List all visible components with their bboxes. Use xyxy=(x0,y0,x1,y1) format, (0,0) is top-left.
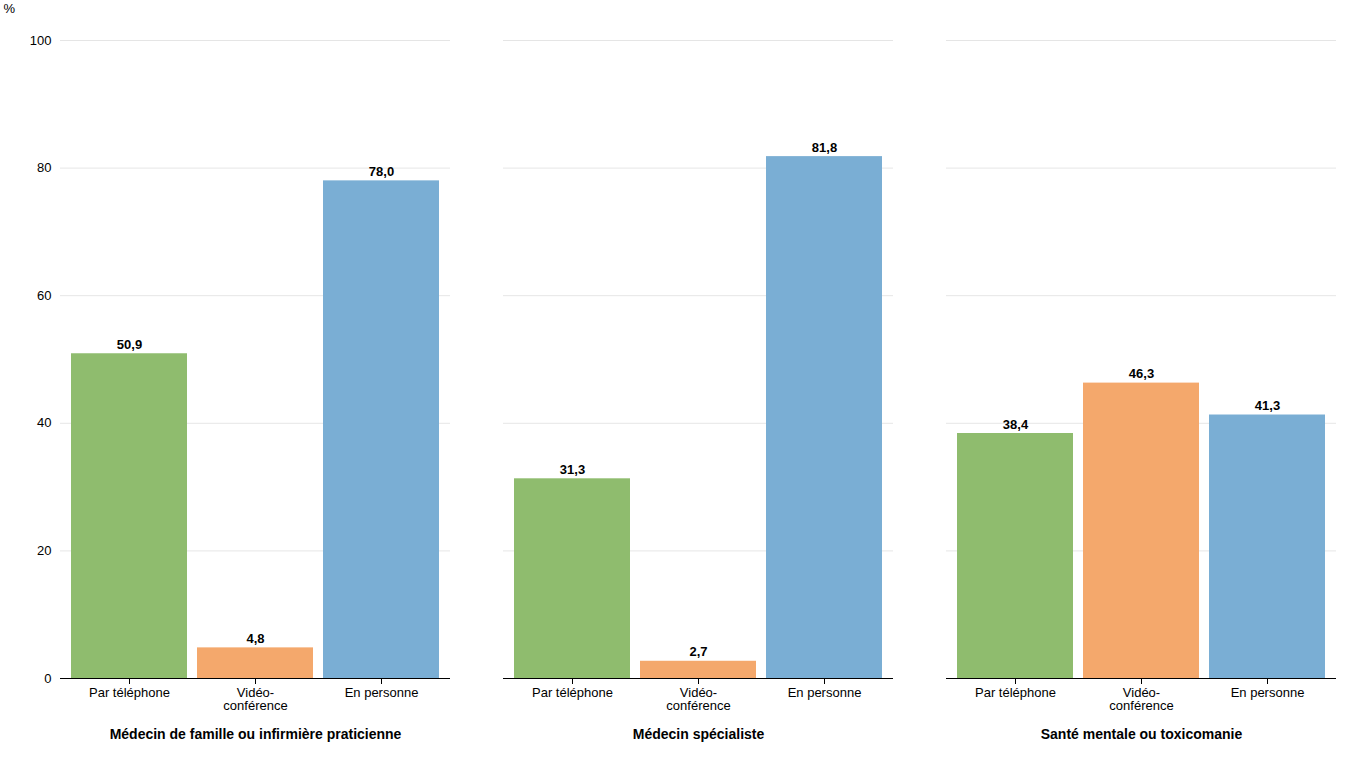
svg-text:4,8: 4,8 xyxy=(246,631,264,646)
svg-text:100: 100 xyxy=(30,33,52,48)
svg-text:Vidéo-conférence: Vidéo-conférence xyxy=(666,685,730,713)
svg-text:80: 80 xyxy=(37,160,51,175)
svg-text:50,9: 50,9 xyxy=(117,337,142,352)
svg-text:%: % xyxy=(4,1,16,16)
svg-text:31,3: 31,3 xyxy=(560,462,585,477)
svg-text:20: 20 xyxy=(37,543,51,558)
svg-text:En personne: En personne xyxy=(1231,685,1305,700)
svg-text:41,3: 41,3 xyxy=(1255,398,1280,413)
svg-text:Vidéo-conférence: Vidéo-conférence xyxy=(223,685,287,713)
svg-text:Santé mentale ou toxicomanie: Santé mentale ou toxicomanie xyxy=(1041,726,1243,742)
svg-text:0: 0 xyxy=(44,671,51,686)
svg-text:Par téléphone: Par téléphone xyxy=(975,685,1056,700)
svg-text:Médecin spécialiste: Médecin spécialiste xyxy=(633,726,765,742)
svg-text:Par téléphone: Par téléphone xyxy=(532,685,613,700)
svg-text:46,3: 46,3 xyxy=(1129,366,1154,381)
svg-text:En personne: En personne xyxy=(788,685,862,700)
svg-text:40: 40 xyxy=(37,415,51,430)
svg-text:81,8: 81,8 xyxy=(812,140,837,155)
svg-text:En personne: En personne xyxy=(345,685,419,700)
svg-text:78,0: 78,0 xyxy=(369,164,394,179)
svg-text:Vidéo-conférence: Vidéo-conférence xyxy=(1109,685,1173,713)
svg-text:Médecin de famille ou infirmiè: Médecin de famille ou infirmière pratici… xyxy=(110,726,402,742)
svg-text:Par téléphone: Par téléphone xyxy=(89,685,170,700)
svg-text:38,4: 38,4 xyxy=(1003,417,1029,432)
svg-text:60: 60 xyxy=(37,288,51,303)
svg-text:2,7: 2,7 xyxy=(689,644,707,659)
